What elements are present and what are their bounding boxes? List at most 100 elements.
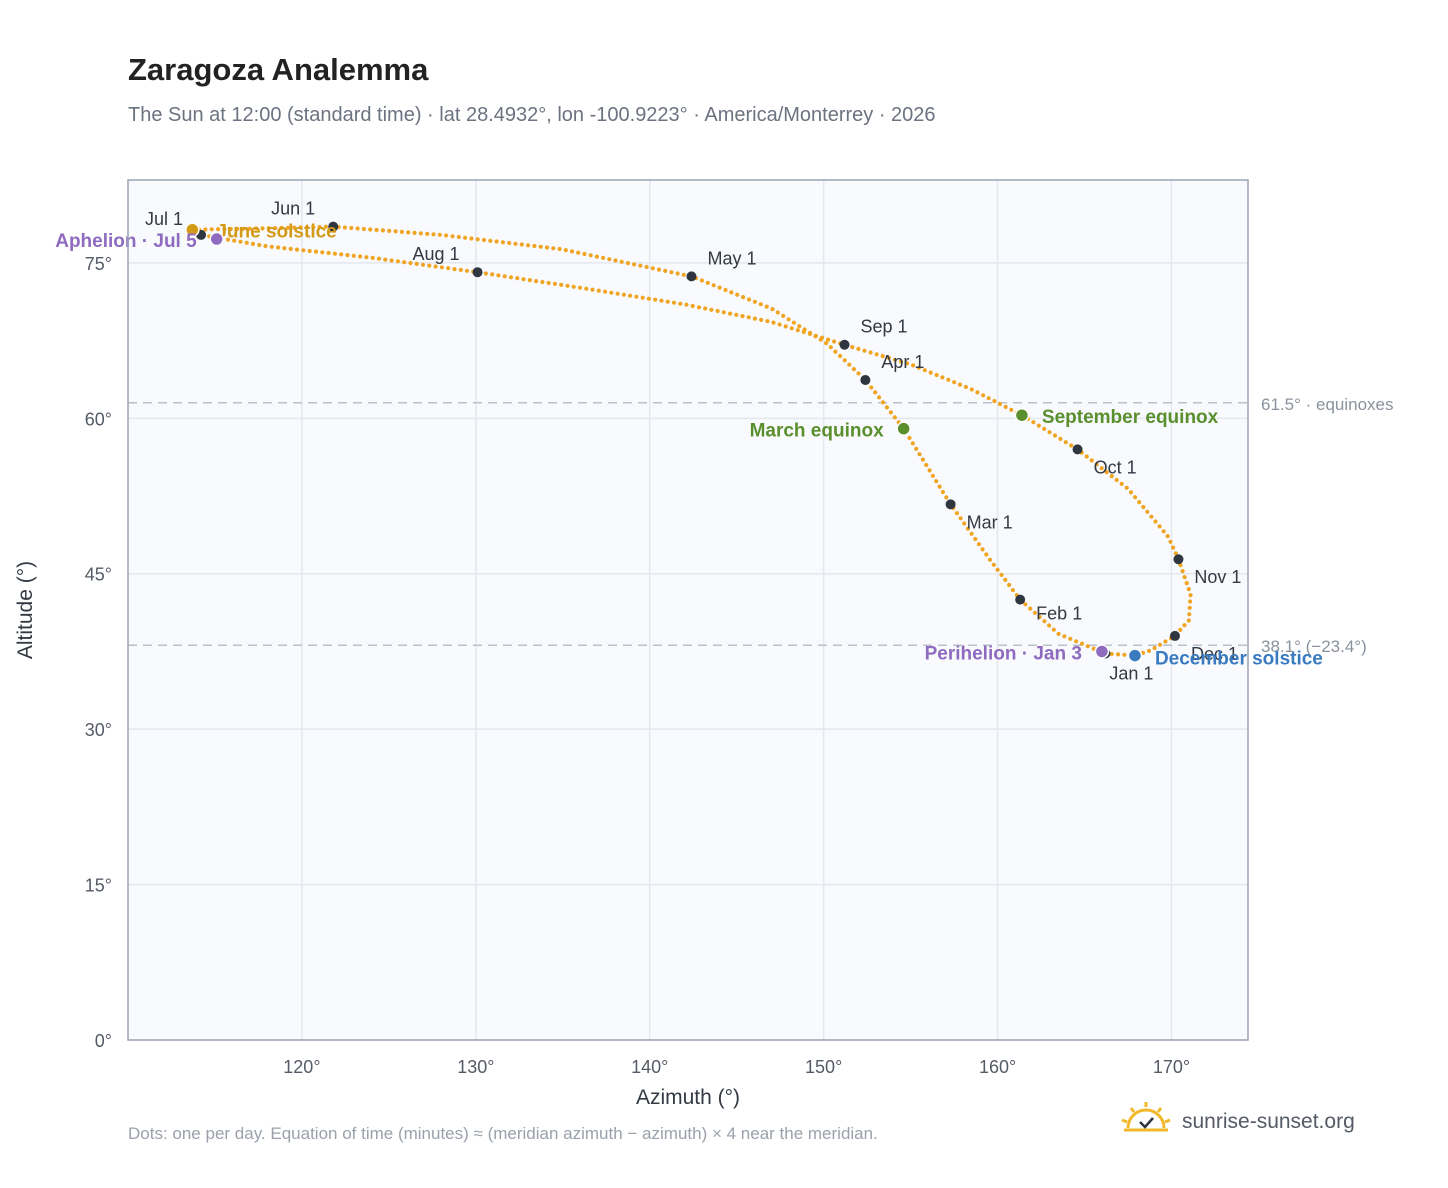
daily-dot xyxy=(532,243,537,249)
x-tick-label: 170° xyxy=(1153,1057,1190,1077)
daily-dot xyxy=(765,319,770,324)
daily-dot xyxy=(1128,490,1134,495)
daily-dot xyxy=(1068,636,1073,641)
daily-dot xyxy=(1023,602,1028,607)
daily-dot xyxy=(930,473,936,478)
y-tick-label: 0° xyxy=(95,1031,112,1051)
chart-subtitle: The Sun at 12:00 (standard time) · lat 2… xyxy=(128,104,936,126)
daily-dot xyxy=(1036,423,1041,428)
daily-dot xyxy=(519,242,524,247)
daily-dot xyxy=(781,313,786,318)
brand-name: sunrise-sunset.org xyxy=(1182,1110,1355,1133)
daily-dot xyxy=(607,257,612,262)
daily-dot xyxy=(1028,606,1033,611)
y-axis-label: Altitude (°) xyxy=(14,561,37,659)
daily-dot xyxy=(323,224,328,229)
daily-dot xyxy=(917,452,922,457)
daily-dot xyxy=(282,246,287,251)
daily-dot xyxy=(582,251,587,257)
event-marker-dot xyxy=(1127,648,1143,663)
daily-dot xyxy=(696,305,702,310)
daily-dot xyxy=(911,363,916,368)
daily-dot xyxy=(298,225,303,230)
daily-dot xyxy=(288,246,293,251)
daily-dot xyxy=(1186,587,1191,592)
daily-dot xyxy=(469,236,474,241)
daily-dot xyxy=(508,275,514,280)
event-marker-dot xyxy=(185,222,200,237)
daily-dot xyxy=(452,267,457,272)
daily-dot xyxy=(257,242,262,248)
daily-dot xyxy=(681,272,686,277)
daily-dot xyxy=(934,372,939,378)
month-label: Mar 1 xyxy=(967,512,1013,532)
daily-dot xyxy=(1079,641,1085,646)
month-marker-dot xyxy=(472,267,483,278)
daily-dot xyxy=(699,278,705,283)
daily-dot xyxy=(746,297,752,302)
daily-dot xyxy=(203,227,208,232)
daily-dot xyxy=(557,246,562,252)
y-tick-label: 75° xyxy=(85,254,112,274)
daily-dot xyxy=(569,249,575,254)
brand[interactable]: sunrise-sunset.org xyxy=(1120,1101,1355,1142)
daily-dot xyxy=(856,346,861,351)
daily-dot xyxy=(1058,436,1063,441)
daily-dot xyxy=(364,255,369,260)
daily-dot xyxy=(285,225,290,230)
daily-dot xyxy=(842,358,847,363)
daily-dot xyxy=(317,224,322,230)
daily-dot xyxy=(777,322,782,327)
daily-dot xyxy=(984,552,989,557)
month-marker-dot xyxy=(686,271,697,282)
daily-dot xyxy=(659,298,664,303)
daily-dot xyxy=(663,268,668,273)
daily-dot xyxy=(418,231,423,236)
daily-dot xyxy=(1188,599,1193,604)
daily-dot xyxy=(463,235,468,240)
daily-dot xyxy=(209,227,214,232)
daily-dot xyxy=(235,226,240,231)
daily-dot xyxy=(1003,577,1008,583)
daily-dot xyxy=(1031,420,1036,425)
event-marker-dot xyxy=(209,231,224,247)
daily-dot xyxy=(244,240,249,245)
daily-dot xyxy=(987,557,993,562)
daily-dot xyxy=(358,254,363,259)
daily-dot xyxy=(873,390,878,395)
daily-dot xyxy=(1157,642,1163,647)
daily-dot xyxy=(880,354,885,359)
daily-dot xyxy=(752,316,758,321)
footnote: Dots: one per day. Equation of time (min… xyxy=(128,1124,878,1143)
daily-dot xyxy=(254,226,259,231)
daily-dot xyxy=(1163,639,1168,644)
daily-dot xyxy=(644,264,649,270)
daily-dot xyxy=(1032,610,1037,615)
daily-dot xyxy=(884,405,890,410)
daily-dot xyxy=(1168,539,1173,544)
daily-dot xyxy=(1047,623,1052,628)
month-marker-dot xyxy=(860,374,871,385)
daily-dot xyxy=(1104,470,1109,475)
daily-dot xyxy=(1037,614,1042,620)
daily-dot xyxy=(216,227,221,232)
daily-dot xyxy=(628,293,633,298)
daily-dot xyxy=(937,484,942,489)
daily-dot xyxy=(905,361,910,366)
daily-dot xyxy=(446,266,451,271)
daily-dot xyxy=(801,329,806,335)
daily-dot xyxy=(320,250,325,255)
daily-dot xyxy=(1114,477,1119,483)
daily-dot xyxy=(266,226,271,231)
daily-dot xyxy=(500,240,505,245)
daily-dot xyxy=(981,393,986,398)
daily-dot xyxy=(307,248,312,254)
daily-dot xyxy=(563,248,568,253)
daily-dot xyxy=(675,271,680,276)
daily-dot xyxy=(393,229,398,234)
daily-dot xyxy=(828,345,833,350)
daily-dot xyxy=(717,285,722,290)
daily-dot xyxy=(715,308,720,314)
daily-dot xyxy=(615,291,620,296)
daily-dot xyxy=(1133,495,1138,500)
